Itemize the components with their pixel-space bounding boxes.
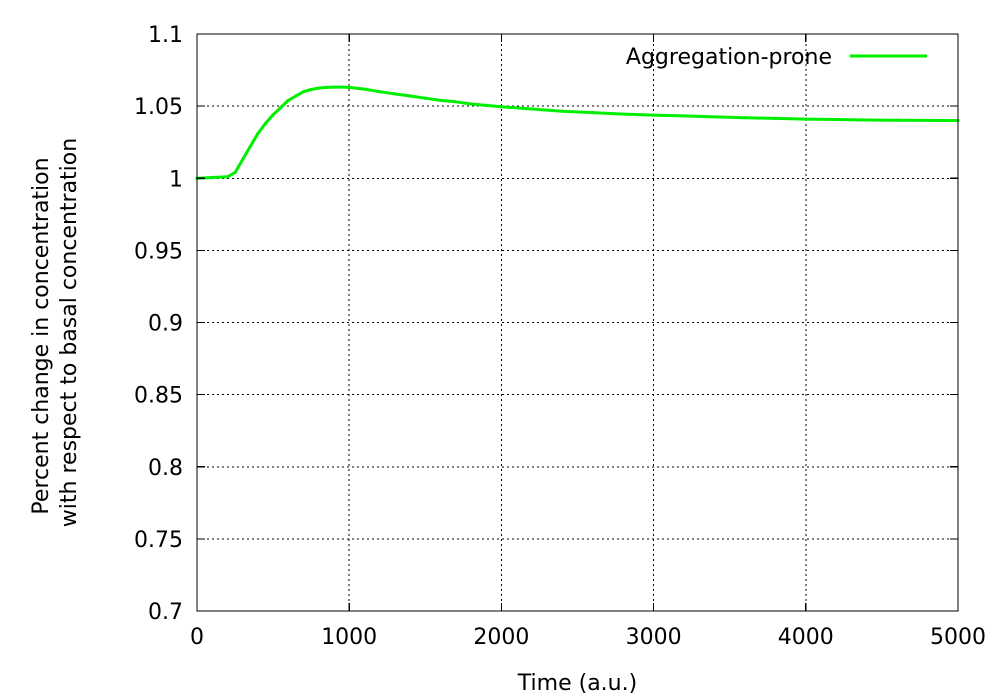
data-point <box>773 116 777 120</box>
data-point <box>895 118 899 122</box>
data-point <box>925 118 930 123</box>
data-point <box>248 144 252 149</box>
data-point <box>621 112 625 116</box>
y-tick-label: 0.95 <box>134 239 183 264</box>
x-tick-label: 1000 <box>321 625 377 650</box>
data-point <box>712 115 717 119</box>
legend: Aggregation-prone <box>626 45 927 70</box>
data-point <box>484 103 488 108</box>
x-tick-label: 2000 <box>473 625 529 650</box>
data-point <box>317 86 321 90</box>
data-point <box>279 105 283 110</box>
y-tick-labels: 0.7 0.75 0.8 0.85 0.9 0.95 1 1.05 1.1 <box>134 23 183 625</box>
legend-label: Aggregation-prone <box>626 45 832 70</box>
data-point <box>324 85 328 89</box>
y-tick-label: 0.85 <box>134 384 183 409</box>
data-point <box>301 90 306 94</box>
series-layer <box>195 85 960 180</box>
data-point <box>256 131 260 136</box>
data-point <box>225 175 230 179</box>
data-point <box>210 175 214 180</box>
data-point <box>233 170 237 175</box>
grid-lines <box>197 34 958 611</box>
x-tick-label: 3000 <box>626 625 682 650</box>
data-point <box>241 157 245 162</box>
y-tick-label: 1 <box>169 167 183 192</box>
data-point <box>682 114 686 118</box>
x-tick-label: 4000 <box>778 625 834 650</box>
tick-marks <box>196 33 959 612</box>
x-tick-label: 5000 <box>930 625 986 650</box>
data-point <box>393 92 397 96</box>
x-tick-labels: 0 1000 2000 3000 4000 5000 <box>190 625 986 650</box>
y-axis-label-line-1: Percent change in concentration <box>29 157 54 514</box>
y-axis-label-line-2: with respect to basal concentration <box>57 138 82 527</box>
data-point <box>263 121 268 126</box>
y-tick-label: 1.05 <box>134 95 183 120</box>
data-point <box>530 107 534 111</box>
data-point <box>408 94 412 98</box>
data-point <box>423 96 427 100</box>
data-point <box>286 98 290 102</box>
data-point <box>469 102 473 106</box>
data-point <box>438 98 443 102</box>
x-tick-label: 0 <box>190 625 204 650</box>
data-point <box>294 94 298 98</box>
data-point <box>454 100 458 104</box>
y-tick-label: 0.8 <box>148 456 183 481</box>
data-point <box>560 109 564 113</box>
data-point <box>652 113 656 117</box>
data-point <box>591 111 595 115</box>
y-tick-label: 0.75 <box>134 528 183 553</box>
data-point <box>834 117 838 122</box>
data-point <box>804 117 808 121</box>
data-point <box>378 90 382 94</box>
series-line <box>195 85 960 180</box>
x-axis-label: Time (a.u.) <box>517 671 637 696</box>
y-axis-label: Percent change in concentration with res… <box>29 138 82 527</box>
y-tick-label: 0.7 <box>148 600 183 625</box>
data-point <box>499 105 503 109</box>
y-tick-label: 1.1 <box>148 23 183 48</box>
data-point <box>332 85 336 89</box>
data-point <box>743 116 747 120</box>
data-point <box>339 85 344 89</box>
y-tick-label: 0.9 <box>148 312 183 337</box>
data-point <box>309 87 313 92</box>
data-point <box>362 87 367 91</box>
data-point <box>271 113 275 117</box>
data-point <box>347 85 351 89</box>
data-point <box>865 118 869 122</box>
